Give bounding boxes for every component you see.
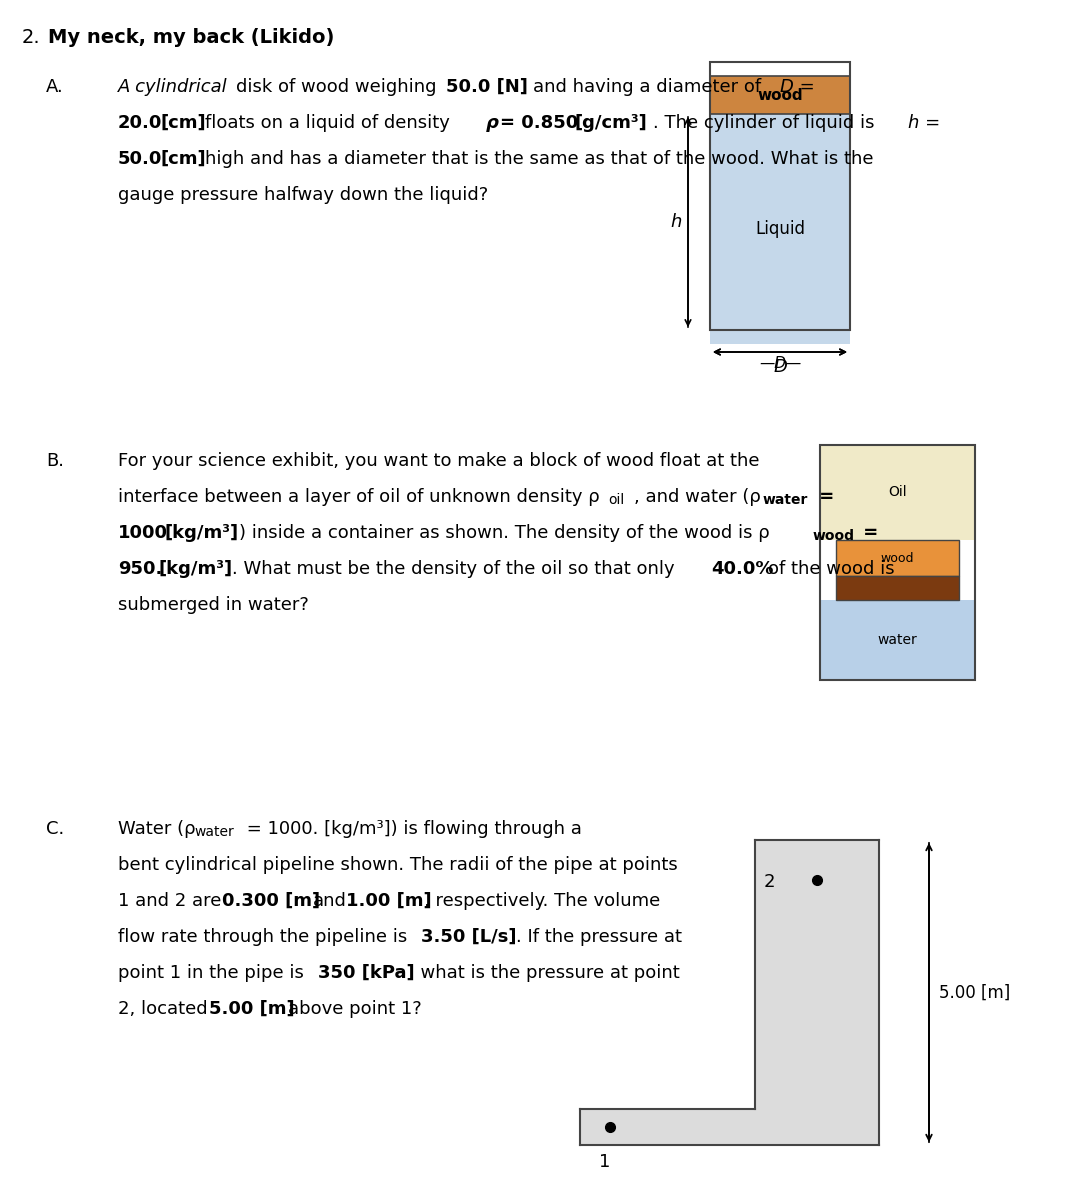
Text: wood: wood xyxy=(813,529,855,543)
Bar xyxy=(580,1109,755,1145)
Text: gauge pressure halfway down the liquid?: gauge pressure halfway down the liquid? xyxy=(118,186,488,204)
Text: and having a diameter of: and having a diameter of xyxy=(534,78,761,96)
Text: —D—: —D— xyxy=(759,356,801,370)
Text: high and has a diameter that is the same as that of the wood. What is the: high and has a diameter that is the same… xyxy=(205,150,874,168)
Text: and: and xyxy=(313,892,347,910)
Text: water: water xyxy=(194,825,233,839)
Text: above point 1?: above point 1? xyxy=(288,1000,422,1018)
Bar xyxy=(755,840,879,1145)
Bar xyxy=(820,600,975,680)
Text: A.: A. xyxy=(46,78,64,96)
Text: [cm]: [cm] xyxy=(160,150,205,168)
Text: For your science exhibit, you want to make a block of wood float at the: For your science exhibit, you want to ma… xyxy=(118,452,759,470)
Text: disk of wood weighing: disk of wood weighing xyxy=(237,78,436,96)
Text: 20.0: 20.0 xyxy=(118,114,162,132)
Text: Water (ρ: Water (ρ xyxy=(118,820,195,838)
Text: 1.00 [m]: 1.00 [m] xyxy=(346,892,432,910)
Text: [kg/m³]: [kg/m³] xyxy=(164,524,238,542)
Text: . What must be the density of the oil so that only: . What must be the density of the oil so… xyxy=(232,560,675,578)
Text: 5.00 [m]: 5.00 [m] xyxy=(939,983,1010,1001)
Text: 1: 1 xyxy=(599,1153,610,1171)
Bar xyxy=(710,114,850,344)
Text: . If the pressure at: . If the pressure at xyxy=(516,928,681,946)
Text: 2.: 2. xyxy=(22,28,41,47)
Text: , what is the pressure at point: , what is the pressure at point xyxy=(409,964,679,982)
Text: 3.50 [L/s]: 3.50 [L/s] xyxy=(421,928,516,946)
Text: water: water xyxy=(762,493,808,507)
Text: floats on a liquid of density: floats on a liquid of density xyxy=(205,114,450,132)
Text: bent cylindrical pipeline shown. The radii of the pipe at points: bent cylindrical pipeline shown. The rad… xyxy=(118,856,678,874)
Bar xyxy=(710,76,850,114)
Text: B.: B. xyxy=(46,452,64,470)
Text: wood: wood xyxy=(757,88,802,102)
Text: [kg/m³]: [kg/m³] xyxy=(158,560,232,578)
Text: [g/cm³]: [g/cm³] xyxy=(575,114,648,132)
Text: D: D xyxy=(773,359,787,376)
Text: submerged in water?: submerged in water? xyxy=(118,596,309,614)
Bar xyxy=(710,62,850,330)
Text: water: water xyxy=(878,633,917,647)
Text: point 1 in the pipe is: point 1 in the pipe is xyxy=(118,964,303,982)
Text: of the wood is: of the wood is xyxy=(768,560,894,578)
Bar xyxy=(836,540,959,576)
Text: C.: C. xyxy=(46,820,64,838)
Text: 2, located: 2, located xyxy=(118,1000,207,1018)
Text: My neck, my back (Likido): My neck, my back (Likido) xyxy=(48,28,335,47)
Text: 950.: 950. xyxy=(118,560,162,578)
Text: 50.0 [N]: 50.0 [N] xyxy=(446,78,528,96)
Text: wood: wood xyxy=(881,552,915,565)
Text: , respectively. The volume: , respectively. The volume xyxy=(424,892,660,910)
Text: [cm]: [cm] xyxy=(160,114,205,132)
Text: . The cylinder of liquid is: . The cylinder of liquid is xyxy=(653,114,875,132)
Text: 50.0: 50.0 xyxy=(118,150,162,168)
Bar xyxy=(836,576,959,600)
Text: 1000: 1000 xyxy=(118,524,168,542)
Text: 350 [kPa]: 350 [kPa] xyxy=(318,964,415,982)
Text: Liquid: Liquid xyxy=(755,219,805,237)
Text: , and water (ρ: , and water (ρ xyxy=(634,488,761,506)
Text: =: = xyxy=(813,488,834,506)
Text: = 0.850: = 0.850 xyxy=(500,114,578,132)
Text: D =: D = xyxy=(780,78,814,96)
Text: 2: 2 xyxy=(764,873,774,891)
Bar xyxy=(820,445,975,680)
Text: 0.300 [m]: 0.300 [m] xyxy=(222,892,320,910)
Text: ) inside a container as shown. The density of the wood is ρ: ) inside a container as shown. The densi… xyxy=(239,524,770,542)
Text: flow rate through the pipeline is: flow rate through the pipeline is xyxy=(118,928,407,946)
Text: 5.00 [m]: 5.00 [m] xyxy=(210,1000,295,1018)
Text: Oil: Oil xyxy=(888,486,907,500)
Text: A cylindrical: A cylindrical xyxy=(118,78,228,96)
Text: 1 and 2 are: 1 and 2 are xyxy=(118,892,221,910)
Text: =: = xyxy=(858,524,878,542)
Text: h =: h = xyxy=(908,114,941,132)
Bar xyxy=(820,445,975,540)
Text: = 1000. [kg/m³]) is flowing through a: = 1000. [kg/m³]) is flowing through a xyxy=(241,820,582,838)
Text: oil: oil xyxy=(608,493,624,507)
Text: interface between a layer of oil of unknown density ρ: interface between a layer of oil of unkn… xyxy=(118,488,599,506)
Text: 40.0%: 40.0% xyxy=(711,560,773,578)
Text: ρ: ρ xyxy=(486,114,499,132)
Text: h: h xyxy=(671,213,681,231)
